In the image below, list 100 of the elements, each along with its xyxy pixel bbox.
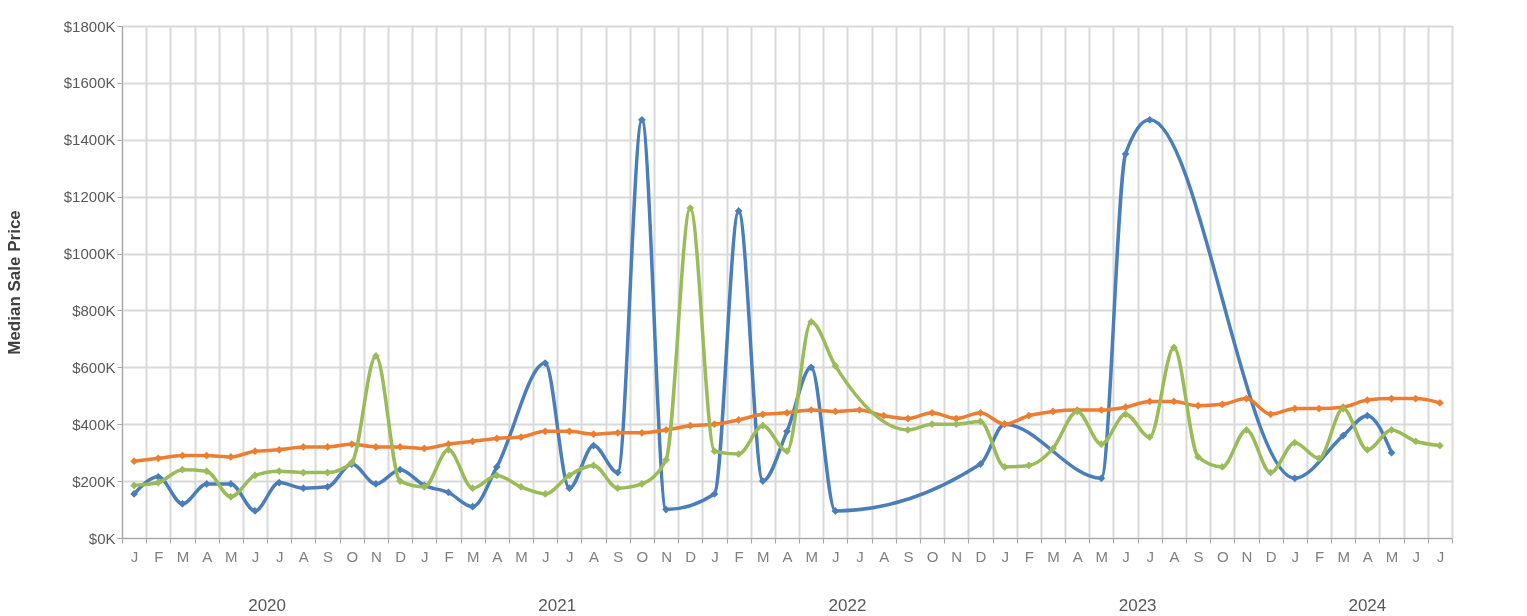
point [178, 499, 187, 508]
point [686, 204, 695, 212]
x-tick-label: O [926, 547, 939, 565]
x-tick-label: M [757, 547, 770, 565]
y-tick-label: $1600K [63, 74, 116, 92]
point [831, 362, 840, 370]
x-tick-label: F [1314, 547, 1325, 565]
point [638, 428, 646, 437]
x-tick-label: A [202, 547, 213, 565]
point [1218, 400, 1227, 409]
x-tick-label: O [346, 547, 359, 565]
point [1363, 411, 1372, 420]
point [807, 317, 816, 326]
point [372, 480, 380, 488]
point [1266, 410, 1275, 419]
x-tick-label: J [130, 547, 139, 565]
x-tick-label: J [251, 547, 260, 565]
point [1218, 463, 1227, 471]
point [565, 484, 574, 493]
x-tick-label: S [323, 547, 334, 565]
point [734, 207, 743, 215]
point [758, 477, 767, 485]
y-tick-label: $200K [72, 472, 116, 490]
point [976, 408, 985, 417]
x-tick-label: J [711, 547, 719, 565]
point [879, 411, 888, 420]
x-tick-label: A [492, 547, 503, 565]
x-tick-label: D [395, 547, 407, 565]
point [710, 490, 719, 498]
x-tick-label: A [298, 547, 309, 565]
y-tick-label: $1000K [63, 245, 116, 263]
x-tick-label: O [636, 547, 649, 565]
point [1000, 463, 1009, 471]
point [783, 447, 791, 456]
y-tick-label: $0K [88, 529, 116, 547]
point [1194, 401, 1202, 410]
point [976, 460, 985, 468]
point [444, 445, 453, 454]
point [783, 408, 791, 417]
x-tick-label: M [805, 547, 818, 565]
point [1097, 474, 1106, 483]
point [1290, 438, 1299, 447]
point [1411, 437, 1420, 446]
point [662, 426, 670, 434]
point [1194, 453, 1202, 461]
x-tick-label: J [1436, 547, 1445, 565]
point [1315, 404, 1323, 413]
point [662, 505, 670, 514]
point [1049, 444, 1057, 453]
point [468, 484, 477, 493]
point [130, 481, 138, 490]
y-axis-title: Median Sale Price [4, 210, 24, 355]
y-tick-label: $800K [72, 301, 116, 319]
point [1097, 440, 1106, 449]
x-tick-label: M [1337, 547, 1350, 565]
x-tick-label: D [685, 547, 697, 565]
x-tick-label: A [1362, 547, 1373, 565]
x-tick-label: F [734, 547, 744, 565]
point [226, 492, 235, 501]
x-tick-label: J [541, 547, 550, 565]
x-tick-label: F [444, 547, 454, 565]
x-tick-label: J [1412, 547, 1420, 565]
point [154, 478, 163, 487]
point [758, 421, 767, 430]
point [154, 454, 163, 463]
point [1170, 397, 1178, 406]
point [1290, 474, 1299, 483]
x-tick-label: J [275, 547, 284, 565]
point [323, 482, 332, 491]
x-tick-label: J [1001, 547, 1009, 565]
point [928, 420, 936, 429]
x-tick-label: A [1072, 547, 1083, 565]
point [662, 455, 670, 464]
point [1436, 399, 1444, 407]
point [783, 427, 791, 436]
x-tick-label: D [975, 547, 987, 565]
point [396, 477, 404, 485]
text: 2024 [1348, 596, 1387, 615]
point [541, 359, 550, 367]
x-tick-label: M [176, 547, 190, 565]
point [638, 480, 646, 488]
point [1339, 431, 1348, 440]
point [251, 471, 259, 480]
x-tick-label: O [1216, 547, 1229, 565]
x-tick-label: J [421, 547, 429, 565]
x-tick-label: A [1169, 547, 1180, 565]
point [130, 490, 138, 498]
x-tick-label: S [613, 547, 624, 565]
point [1315, 454, 1323, 463]
x-tick-label: J [1122, 547, 1130, 565]
point [1121, 410, 1130, 419]
point [130, 457, 138, 466]
y-tick-label: $1800K [63, 17, 116, 35]
text: 2023 [1118, 596, 1157, 615]
x-tick-label: M [1047, 547, 1060, 565]
x-tick-label: D [1265, 547, 1277, 565]
x-tick-label: J [856, 547, 864, 565]
point [372, 352, 380, 360]
point [1266, 468, 1275, 477]
point [202, 480, 211, 488]
